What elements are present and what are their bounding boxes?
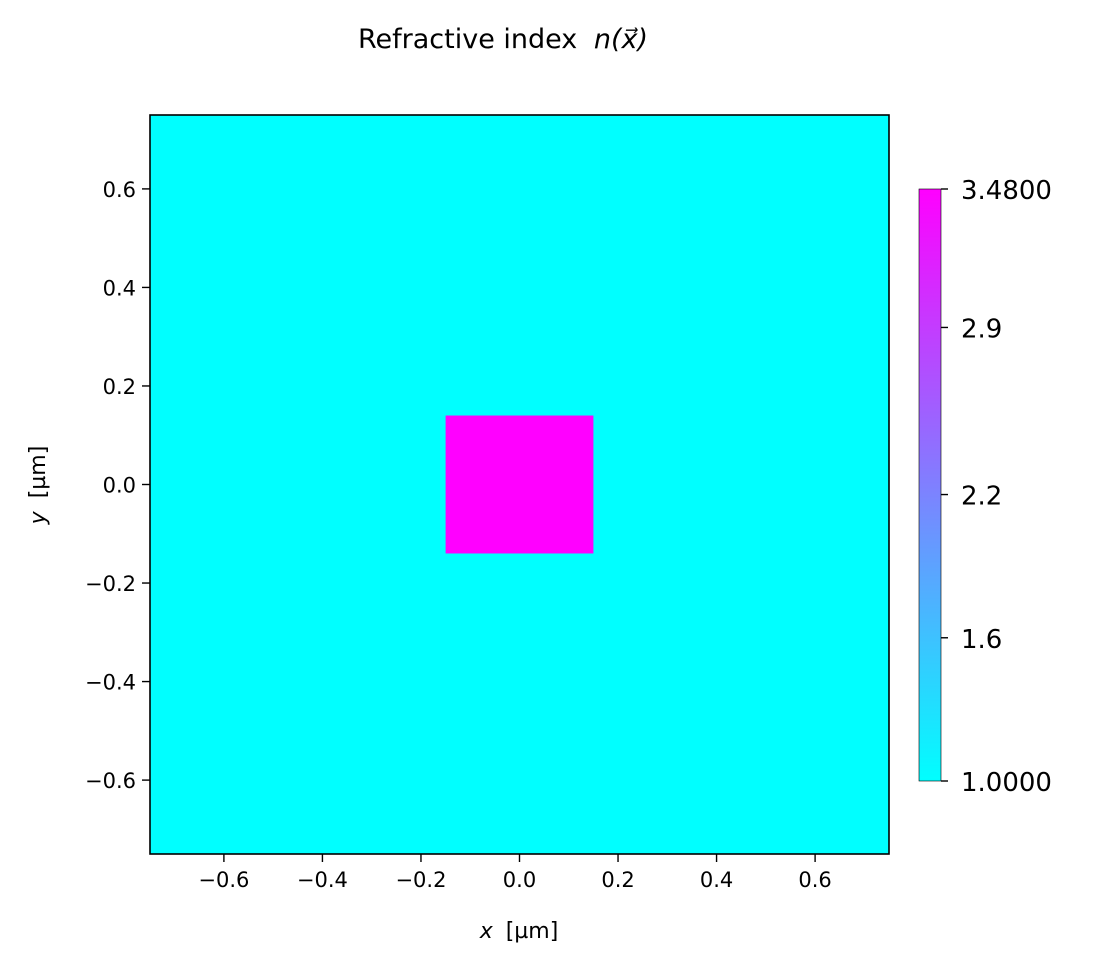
- colorbar-tick-label: 2.2: [961, 482, 1002, 512]
- y-tick-label: −0.2: [85, 572, 136, 596]
- colorbar-tick-label: 3.4800: [961, 176, 1052, 206]
- chart-title: Refractive index n(x⃗): [358, 24, 648, 55]
- x-tick-label: 0.4: [700, 868, 733, 892]
- y-tick-label: 0.4: [103, 276, 136, 300]
- y-tick-label: −0.4: [85, 671, 136, 695]
- colorbar-tick-label: 1.0000: [961, 768, 1052, 798]
- chart-title-text: Refractive index: [358, 24, 577, 55]
- x-axis-label: x [µm]: [479, 919, 559, 944]
- x-tick-label: 0.2: [601, 868, 634, 892]
- heatmap-region-0: [445, 415, 594, 554]
- y-tick-label: 0.0: [103, 474, 136, 498]
- y-tick-label: 0.2: [103, 375, 136, 399]
- x-axis: −0.6 −0.4 −0.2 0.0 0.2 0.4 0.6: [198, 854, 832, 892]
- y-axis-label-unit: [µm]: [26, 446, 51, 499]
- x-axis-label-unit: [µm]: [506, 919, 559, 944]
- y-axis-label: y [µm]: [26, 446, 51, 526]
- y-axis: −0.6 −0.4 −0.2 0.0 0.2 0.4 0.6: [85, 178, 150, 793]
- x-tick-label: −0.4: [297, 868, 348, 892]
- x-axis-label-var: x: [479, 919, 494, 944]
- y-axis-label-var: y: [26, 510, 51, 525]
- x-tick-label: 0.0: [503, 868, 536, 892]
- x-tick-label: 0.6: [798, 868, 831, 892]
- y-tick-label: −0.6: [85, 769, 136, 793]
- y-tick-label: 0.6: [103, 178, 136, 202]
- x-tick-label: −0.6: [198, 868, 249, 892]
- colorbar-tick-label: 2.9: [961, 314, 1002, 344]
- heatmap-layer: [150, 115, 889, 854]
- colorbar: [918, 188, 942, 782]
- chart-title-math: n(x⃗): [594, 24, 648, 55]
- colorbar-ticks: 1.0000 1.6 2.2 2.9 3.4800: [941, 176, 1052, 798]
- x-tick-label: −0.2: [395, 868, 446, 892]
- colorbar-tick-label: 1.6: [961, 625, 1002, 655]
